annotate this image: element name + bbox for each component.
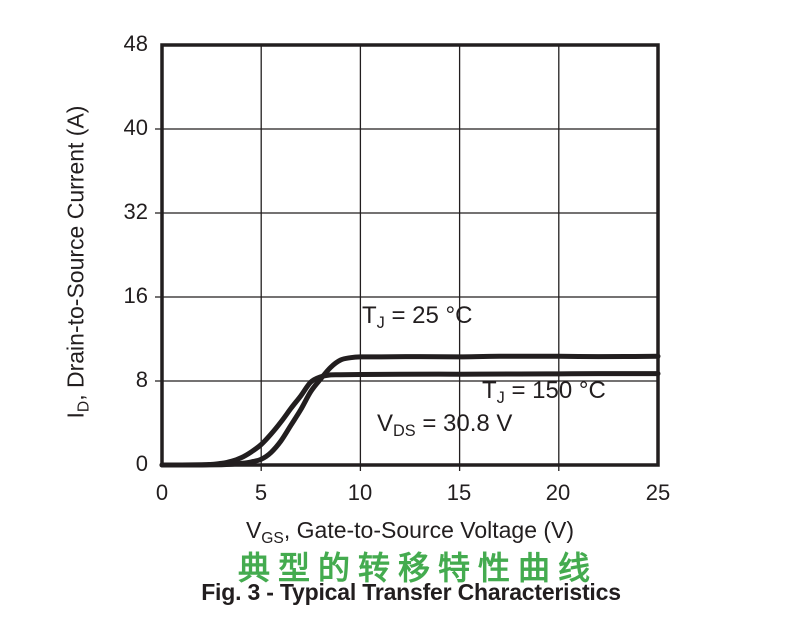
x-tick-20: 20 [545, 480, 571, 505]
x-tick-15: 15 [446, 480, 472, 505]
curve-tj-150c [159, 371, 661, 468]
y-tick-0: 0 [135, 451, 148, 476]
y-tick-16: 16 [123, 283, 148, 308]
y-axis-label: ID, Drain-to-Source Current (A) [62, 105, 93, 419]
annotation-text: = 150 °C [504, 377, 606, 404]
x-axis-label-text: , Gate-to-Source Voltage (V) [283, 517, 575, 543]
figure-title-chinese: 典型的转移特性曲线 [237, 550, 599, 586]
y-tick-8: 8 [135, 367, 148, 392]
plot-border [160, 43, 660, 467]
y-tick-32: 32 [123, 199, 148, 224]
x-axis-label: VGS, Gate-to-Source Voltage (V) [245, 517, 575, 547]
y-axis-symbol-subscript: D [75, 400, 93, 413]
x-axis-symbol-subscript: GS [261, 530, 284, 547]
annotation-subscript: J [376, 314, 385, 333]
annotation-vds: VDS = 30.8 V [377, 410, 513, 440]
annotation-text: = 25 °C [384, 302, 473, 329]
x-axis-symbol: V [245, 517, 262, 543]
x-tick-5: 5 [254, 480, 268, 505]
y-tick-48: 48 [123, 31, 148, 56]
x-tick-25: 25 [645, 480, 671, 505]
annotation-symbol: T [362, 302, 377, 329]
y-axis-label-text: , Drain-to-Source Current (A) [62, 105, 89, 401]
annotation-tj-150c: TJ = 150 °C [482, 377, 606, 407]
annotation-subscript: J [496, 389, 505, 408]
figure-title: Fig. 3 - Typical Transfer Characteristic… [201, 579, 621, 605]
y-axis-symbol: I [62, 412, 89, 419]
x-tick-0: 0 [155, 480, 169, 505]
curve-tj-25c [159, 353, 661, 468]
y-tick-40: 40 [123, 115, 148, 140]
annotation-symbol: T [482, 377, 497, 404]
annotation-symbol: V [377, 410, 394, 437]
x-tick-10: 10 [347, 480, 373, 505]
annotation-subscript: DS [393, 422, 416, 441]
annotation-text: = 30.8 V [415, 410, 513, 437]
annotation-tj-25c: TJ = 25 °C [362, 302, 473, 332]
